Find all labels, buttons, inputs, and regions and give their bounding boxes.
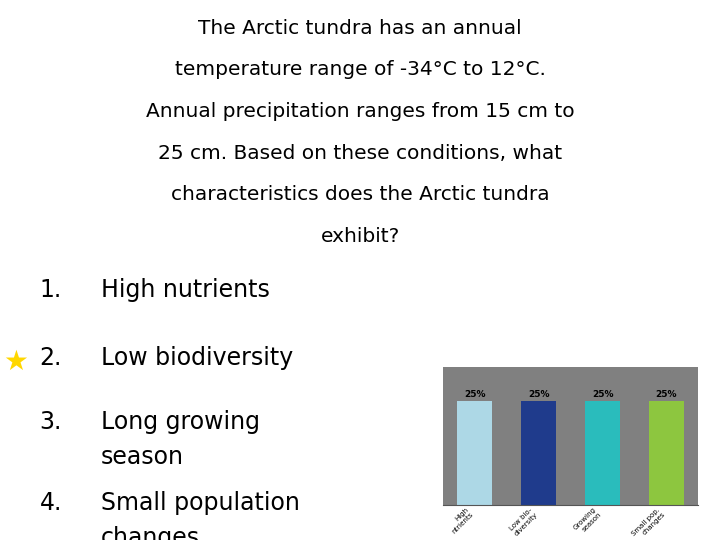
Bar — [585, 401, 620, 505]
Text: 25%: 25% — [464, 390, 485, 399]
Text: 25 cm. Based on these conditions, what: 25 cm. Based on these conditions, what — [158, 144, 562, 163]
Text: 3.: 3. — [40, 410, 62, 434]
Text: Low biodiversity: Low biodiversity — [101, 346, 293, 369]
Text: changes: changes — [101, 526, 200, 540]
Text: 1.: 1. — [40, 278, 62, 302]
Text: 25%: 25% — [528, 390, 549, 399]
Text: 25%: 25% — [656, 390, 678, 399]
Text: temperature range of -34°C to 12°C.: temperature range of -34°C to 12°C. — [174, 60, 546, 79]
Text: Long growing: Long growing — [101, 410, 260, 434]
Text: season: season — [101, 446, 184, 469]
Bar — [521, 401, 557, 505]
Text: characteristics does the Arctic tundra: characteristics does the Arctic tundra — [171, 185, 549, 204]
Text: Annual precipitation ranges from 15 cm to: Annual precipitation ranges from 15 cm t… — [145, 102, 575, 121]
Bar — [457, 401, 492, 505]
Text: exhibit?: exhibit? — [320, 227, 400, 246]
Bar — [649, 401, 684, 505]
Text: 25%: 25% — [592, 390, 613, 399]
Text: 2.: 2. — [40, 346, 62, 369]
Text: 4.: 4. — [40, 491, 62, 515]
Text: The Arctic tundra has an annual: The Arctic tundra has an annual — [198, 19, 522, 38]
Text: High nutrients: High nutrients — [101, 278, 270, 302]
Text: Small population: Small population — [101, 491, 300, 515]
Text: ★: ★ — [4, 348, 29, 376]
